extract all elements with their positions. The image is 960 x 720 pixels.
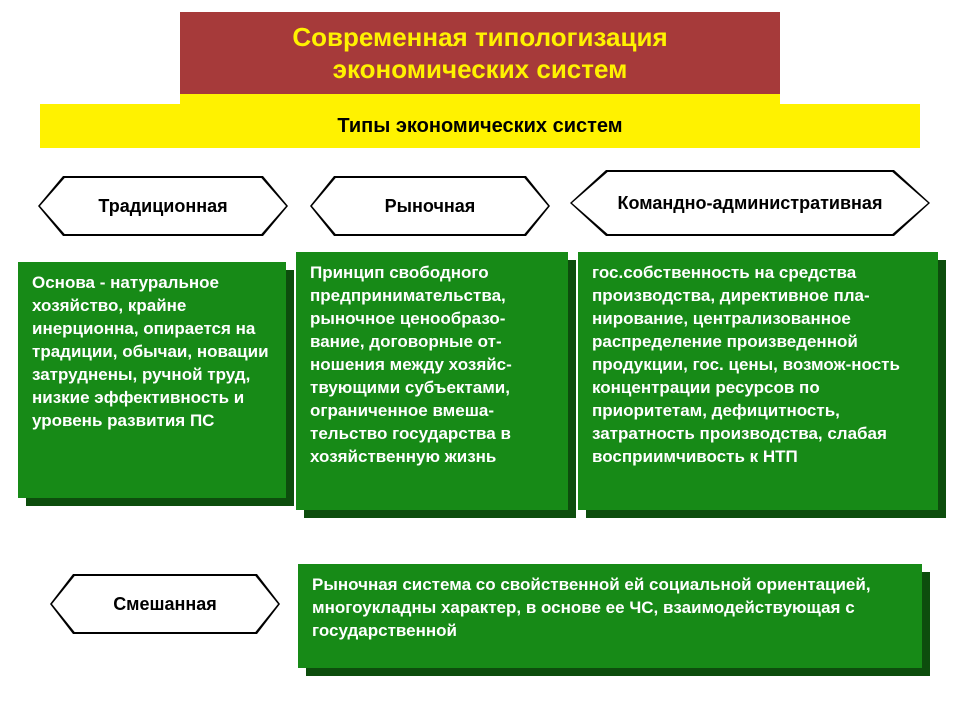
hex-traditional-label: Традиционная [98,196,227,217]
hex-command-label: Командно-административная [618,193,883,214]
box-mixed-text: Рыночная система со свойственной ей соци… [312,575,871,640]
hex-command: Командно-административная [572,172,928,234]
box-command: гос.собственность на средства производст… [578,252,938,510]
box-market-text: Принцип свободного предпринимательства, … [310,263,512,466]
hex-mixed: Смешанная [52,576,278,632]
hex-mixed-label: Смешанная [113,594,217,615]
box-traditional-text: Основа - натуральное хозяйство, крайне и… [32,273,269,430]
subtitle-label: Типы экономических систем [337,115,622,138]
title-text: Современная типологизация экономических … [180,12,780,94]
title-label: Современная типологизация экономических … [200,21,760,86]
hex-market: Рыночная [312,178,548,234]
hex-market-label: Рыночная [385,196,476,217]
box-market: Принцип свободного предпринимательства, … [296,252,568,510]
box-mixed: Рыночная система со свойственной ей соци… [298,564,922,668]
title-banner: Современная типологизация экономических … [180,12,780,94]
subtitle-band: Типы экономических систем [40,104,920,148]
box-traditional: Основа - натуральное хозяйство, крайне и… [18,262,286,498]
box-command-text: гос.собственность на средства производст… [592,263,900,466]
hex-traditional: Традиционная [40,178,286,234]
